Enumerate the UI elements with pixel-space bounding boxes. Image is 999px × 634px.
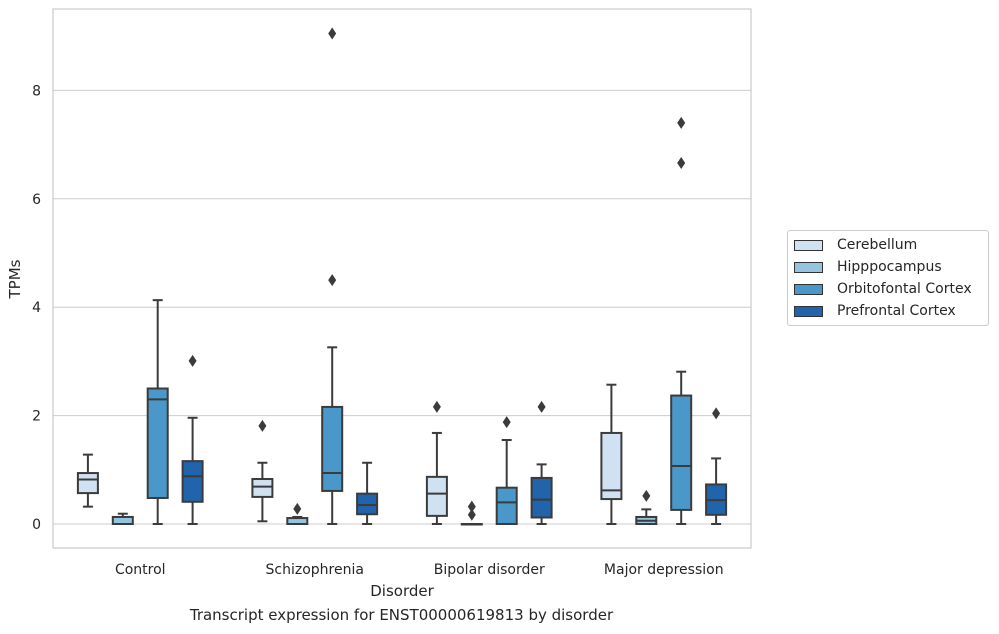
legend: Cerebellum Hipppocampus Orbitofontal Cor…	[787, 230, 989, 326]
plot-frame	[52, 8, 752, 549]
y-tick-labels: 0 2 4 6 8	[32, 83, 41, 533]
legend-swatch-cerebellum	[794, 239, 823, 251]
grid-lines	[53, 89, 751, 525]
y-axis-label: TPMs	[6, 259, 24, 299]
box-hipppocampus-bipolar-disorder-outlier-0	[467, 508, 476, 521]
boxes	[76, 27, 728, 526]
box-hipppocampus-bipolar-disorder-outlier-1	[467, 500, 476, 513]
y-tick-label-2: 2	[32, 409, 41, 425]
box-orbitofontal-cortex-schizophrenia-outlier-1	[328, 27, 337, 40]
box-orbitofontal-cortex-bipolar-disorder	[495, 416, 518, 526]
box-orbitofontal-cortex-major-depression-outlier-1	[677, 116, 686, 129]
legend-item-orbitofontal-cortex: Orbitofontal Cortex	[794, 280, 972, 298]
box-orbitofontal-cortex-major-depression	[670, 116, 693, 525]
box-cerebellum-major-depression-iqr	[600, 431, 623, 501]
box-orbitofontal-cortex-major-depression-outlier-0	[677, 157, 686, 170]
box-orbitofontal-cortex-control-iqr	[146, 387, 169, 499]
box-orbitofontal-cortex-schizophrenia-iqr	[321, 405, 344, 492]
box-cerebellum-schizophrenia-outlier-0	[258, 419, 267, 432]
box-prefrontal-cortex-bipolar-disorder-iqr	[530, 476, 553, 519]
box-hipppocampus-major-depression-outlier-0	[642, 489, 651, 502]
y-tick-label-8: 8	[32, 83, 41, 99]
box-hipppocampus-control-iqr	[111, 515, 134, 525]
box-orbitofontal-cortex-bipolar-disorder-iqr	[495, 486, 518, 526]
box-cerebellum-major-depression	[600, 383, 623, 525]
legend-swatch-hipppocampus	[794, 261, 823, 273]
x-tick-label-control: Control	[115, 562, 166, 578]
legend-label-orbitofontal-cortex: Orbitofontal Cortex	[837, 281, 972, 297]
legend-item-cerebellum: Cerebellum	[794, 236, 917, 254]
box-prefrontal-cortex-schizophrenia-iqr	[356, 492, 379, 516]
box-cerebellum-control-iqr	[76, 472, 99, 495]
legend-label-prefrontal-cortex: Prefrontal Cortex	[837, 303, 956, 319]
box-hipppocampus-bipolar-disorder	[460, 500, 483, 526]
box-cerebellum-control	[76, 453, 99, 508]
box-orbitofontal-cortex-major-depression-iqr	[670, 394, 693, 511]
x-tick-label-schizophrenia: Schizophrenia	[266, 562, 364, 578]
box-orbitofontal-cortex-schizophrenia-outlier-0	[328, 274, 337, 287]
box-orbitofontal-cortex-schizophrenia	[321, 27, 344, 525]
x-axis-label: Disorder	[370, 582, 434, 600]
chart-caption: Transcript expression for ENST0000061981…	[189, 606, 614, 624]
box-hipppocampus-schizophrenia-outlier-0	[293, 502, 302, 515]
legend-swatch-prefrontal-cortex	[794, 305, 823, 317]
box-cerebellum-schizophrenia	[251, 419, 274, 523]
box-prefrontal-cortex-bipolar-disorder	[530, 400, 553, 525]
box-hipppocampus-control	[111, 512, 134, 525]
box-prefrontal-cortex-bipolar-disorder-outlier-0	[537, 400, 546, 413]
box-hipppocampus-schizophrenia	[286, 502, 309, 526]
box-orbitofontal-cortex-control	[146, 299, 169, 525]
box-prefrontal-cortex-major-depression-outlier-0	[712, 407, 721, 420]
legend-item-hipppocampus: Hipppocampus	[794, 258, 942, 276]
box-cerebellum-bipolar-disorder	[425, 400, 448, 525]
box-prefrontal-cortex-schizophrenia	[356, 461, 379, 525]
y-tick-label-6: 6	[32, 192, 41, 208]
box-cerebellum-bipolar-disorder-iqr	[425, 475, 448, 517]
legend-label-cerebellum: Cerebellum	[837, 237, 918, 253]
box-prefrontal-cortex-control-outlier-0	[188, 354, 197, 367]
legend-label-hipppocampus: Hipppocampus	[837, 259, 942, 275]
y-tick-label-0: 0	[32, 517, 41, 533]
x-tick-label-major-depression: Major depression	[604, 562, 724, 578]
box-prefrontal-cortex-control	[181, 354, 204, 525]
box-hipppocampus-major-depression	[635, 489, 658, 525]
x-tick-label-bipolar-disorder: Bipolar disorder	[434, 562, 545, 578]
x-tick-labels: Control Schizophrenia Bipolar disorder Majo…	[115, 562, 724, 578]
box-prefrontal-cortex-control-iqr	[181, 460, 204, 503]
box-cerebellum-schizophrenia-iqr	[251, 478, 274, 498]
box-orbitofontal-cortex-bipolar-disorder-outlier-0	[502, 416, 511, 429]
legend-item-prefrontal-cortex: Prefrontal Cortex	[794, 302, 956, 320]
box-cerebellum-bipolar-disorder-outlier-0	[432, 400, 441, 413]
y-tick-label-4: 4	[32, 300, 41, 316]
box-prefrontal-cortex-major-depression	[705, 407, 728, 525]
legend-swatch-orbitofontal-cortex	[794, 283, 823, 295]
